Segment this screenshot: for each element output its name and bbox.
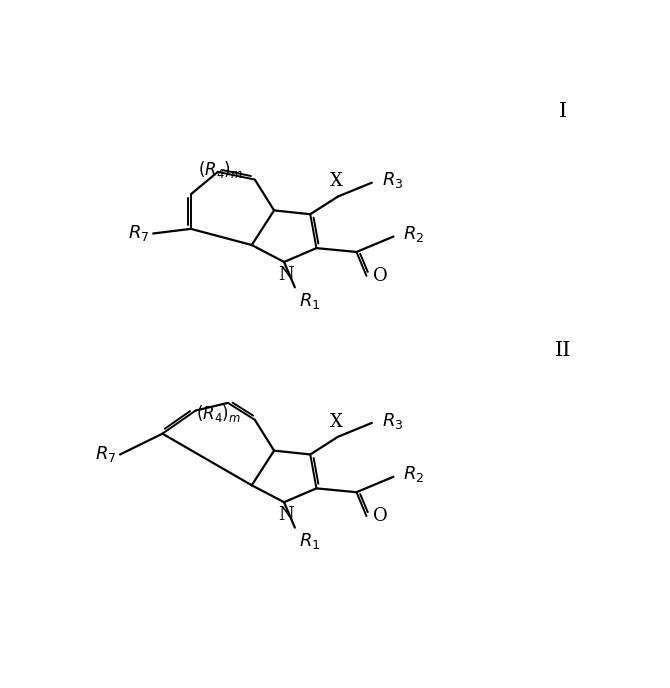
Text: X: X — [330, 413, 343, 431]
Text: I: I — [559, 103, 567, 121]
Text: $R_3$: $R_3$ — [382, 411, 403, 431]
Text: N: N — [278, 266, 293, 284]
Text: $R_7$: $R_7$ — [128, 224, 149, 244]
Text: $R_2$: $R_2$ — [403, 224, 425, 244]
Text: $R_3$: $R_3$ — [382, 171, 403, 191]
Text: $R_7$: $R_7$ — [95, 444, 116, 464]
Text: O: O — [373, 267, 387, 285]
Text: $R_2$: $R_2$ — [403, 464, 425, 484]
Text: $R_1$: $R_1$ — [299, 291, 320, 311]
Text: II: II — [555, 341, 571, 360]
Text: $R_1$: $R_1$ — [299, 531, 320, 552]
Text: $(R_4)_m$: $(R_4)_m$ — [198, 160, 243, 180]
Text: O: O — [373, 507, 387, 525]
Text: $(R_4)_m$: $(R_4)_m$ — [196, 403, 241, 424]
Text: N: N — [278, 506, 293, 524]
Text: X: X — [330, 173, 343, 191]
